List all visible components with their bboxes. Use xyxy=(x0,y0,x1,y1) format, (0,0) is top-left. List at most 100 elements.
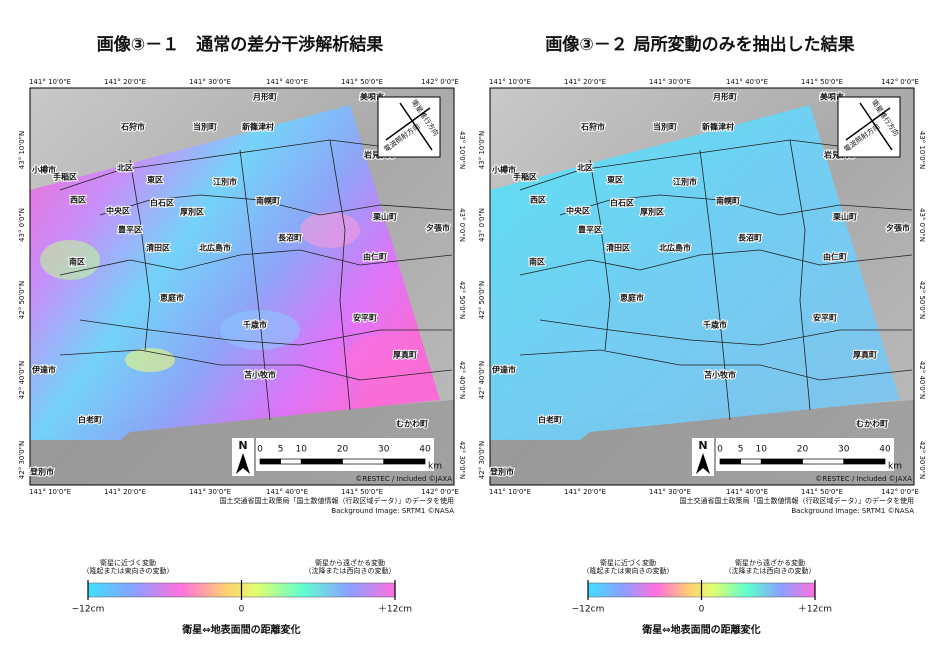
deformation-patch xyxy=(220,310,300,350)
city-label: 南区 xyxy=(529,257,545,267)
city-label: 苫小牧市 xyxy=(704,370,736,380)
map-panel: 画像③－２ 局所変動のみを抽出した結果 141° 10'0"E 141° 10'0"… xyxy=(478,34,926,636)
north-label: N xyxy=(238,439,247,452)
latitude-label: 43° 10'0"N xyxy=(918,131,926,169)
scale-segment xyxy=(383,458,426,465)
colorbar-label: −12cm xyxy=(72,605,105,615)
colorbar-label: ＋12cm xyxy=(798,604,832,615)
city-label: 安平町 xyxy=(353,313,377,323)
credit: Background Image: SRTM1 ©NASA xyxy=(791,507,914,515)
city-label: 南区 xyxy=(69,257,85,267)
look-arrow xyxy=(385,107,431,141)
scale-tick-label: 20 xyxy=(797,445,809,455)
scale-box xyxy=(716,438,894,471)
district-boundary xyxy=(519,139,871,191)
city-label: 小樽市 xyxy=(31,165,56,175)
latitude-label: 42° 30'0"N xyxy=(18,441,26,479)
city-label: 白老町 xyxy=(538,415,562,425)
city-label: 長沼町 xyxy=(278,233,302,243)
city-label: 登別市 xyxy=(489,467,514,477)
city-label: 白老町 xyxy=(78,415,102,425)
city-label: 清田区 xyxy=(146,243,170,253)
city-label: 北広島市 xyxy=(659,243,691,253)
longitude-label: 141° 10'0"E xyxy=(489,78,531,86)
city-label: 北広島市 xyxy=(199,243,231,253)
city-label: むかわ町 xyxy=(396,420,428,429)
scale-tick-label: 30 xyxy=(378,445,390,455)
city-label: 夕張市 xyxy=(426,223,450,233)
scale-segment xyxy=(300,458,343,465)
scale-tick-label: 5 xyxy=(738,445,744,455)
city-label: 南幌町 xyxy=(256,196,280,206)
legend-note: 衛星に近づく変動 xyxy=(600,558,656,567)
latitude-label: 42° 50'0"N xyxy=(478,281,486,319)
city-label: 南幌町 xyxy=(716,196,740,206)
panel-title: 画像③－１ 通常の差分干渉解析結果 xyxy=(97,34,383,55)
scale-tick-label: 10 xyxy=(756,445,768,455)
credit: 国土交通省国土政策局「国土数値情報（行政区域データ）」のデータを使用 xyxy=(220,496,455,505)
scale-tick-label: 0 xyxy=(257,445,263,455)
scale-tick-label: 10 xyxy=(296,445,308,455)
city-label: 江別市 xyxy=(213,177,237,187)
city-label: むかわ町 xyxy=(856,420,888,429)
city-label: 千歳市 xyxy=(243,320,267,330)
longitude-label: 141° 50'0"E xyxy=(341,488,383,496)
scale-tick-label: 40 xyxy=(879,445,891,455)
city-label: 夕張市 xyxy=(886,223,910,233)
city-label: 石狩市 xyxy=(580,122,605,132)
city-label: 安平町 xyxy=(813,313,837,323)
scale-segment xyxy=(740,458,762,465)
district-boundary xyxy=(589,159,611,351)
district-boundary xyxy=(59,249,453,276)
longitude-label: 141° 40'0"E xyxy=(266,78,308,86)
map-frame xyxy=(29,87,455,486)
longitude-label: 141° 40'0"E xyxy=(266,488,308,496)
city-label: 北区 xyxy=(577,163,593,173)
credit: ©RESTEC / Included ©JAXA xyxy=(815,475,912,483)
scale-segment xyxy=(802,458,845,465)
latitude-label: 42° 30'0"N xyxy=(478,441,486,479)
scale-segment xyxy=(843,458,886,465)
latitude-label: 42° 30'0"N xyxy=(918,441,926,479)
track-arrow xyxy=(399,102,433,151)
look-arrow xyxy=(845,107,891,141)
legend-caption: 衛星⇔地表面間の距離変化 xyxy=(181,623,300,636)
latitude-label: 43° 0'0"N xyxy=(18,208,26,242)
city-label: 月形町 xyxy=(712,92,737,102)
colorbar-label: 0 xyxy=(239,605,245,615)
city-label: 長沼町 xyxy=(738,233,762,243)
city-label: 東区 xyxy=(147,175,163,185)
city-label: 手稲区 xyxy=(53,172,77,182)
latitude-label: 43° 0'0"N xyxy=(918,208,926,242)
latitude-label: 43° 10'0"N xyxy=(478,131,486,169)
city-label: 小樽市 xyxy=(491,165,516,175)
legend-note: 衛星から遠ざかる変動 xyxy=(315,558,385,567)
scale-unit: km xyxy=(888,462,902,472)
district-boundary xyxy=(559,194,913,216)
interferogram xyxy=(490,105,900,440)
legend-note: （沈降または西向きの変動） xyxy=(305,566,396,575)
district-boundary xyxy=(519,249,913,276)
city-label: 西区 xyxy=(70,196,86,205)
latitude-label: 42° 40'0"N xyxy=(458,361,466,399)
scale-box xyxy=(256,438,434,471)
longitude-label: 141° 20'0"E xyxy=(564,78,606,86)
city-label: 厚別区 xyxy=(180,208,204,217)
longitude-label: 141° 30'0"E xyxy=(649,78,691,86)
latitude-label: 43° 0'0"N xyxy=(458,208,466,242)
city-label: 栗山町 xyxy=(832,212,857,222)
track-arrow xyxy=(859,102,893,151)
district-boundary xyxy=(789,139,811,411)
scale-segment xyxy=(259,458,281,465)
city-label: 豊平区 xyxy=(118,225,142,235)
scale-segment xyxy=(342,458,385,465)
district-boundary xyxy=(129,159,151,351)
city-label: 新篠津村 xyxy=(701,122,734,132)
north-label: N xyxy=(698,439,707,452)
longitude-label: 141° 10'0"E xyxy=(489,488,531,496)
district-boundary xyxy=(539,319,912,346)
city-label: 伊達市 xyxy=(491,365,516,375)
legend-caption: 衛星⇔地表面間の距離変化 xyxy=(641,623,760,636)
